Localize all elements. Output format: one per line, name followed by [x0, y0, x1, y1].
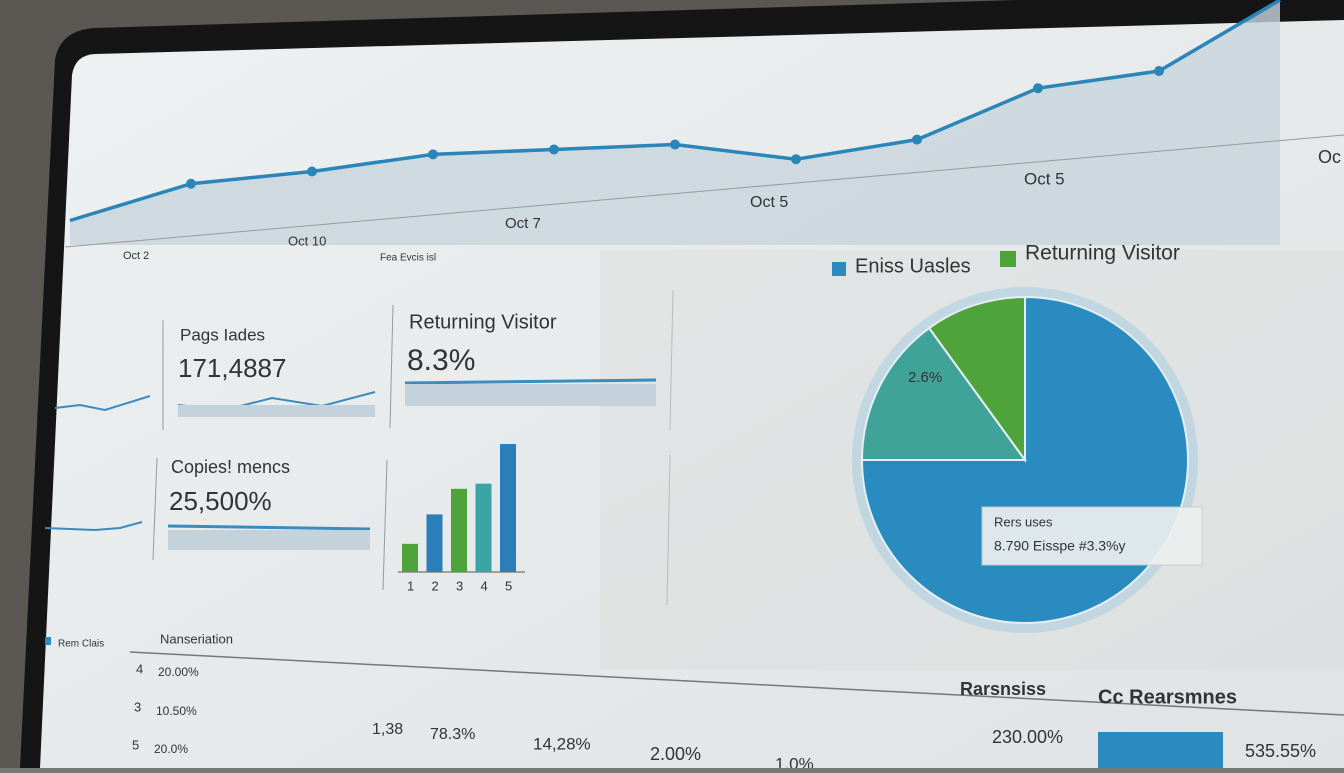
legend-label: Eniss Uasles [855, 255, 971, 277]
row-value: 20.00% [158, 665, 199, 679]
slice-label: 2.6% [908, 369, 942, 386]
card-value: 8.3% [407, 344, 475, 377]
bar-label: 1 [407, 578, 414, 593]
bar [475, 483, 492, 572]
bar [426, 514, 443, 572]
divider [389, 304, 394, 429]
card-label: Pags Iades [180, 325, 265, 344]
divider [382, 459, 388, 591]
x-label: Oct 5 [1024, 169, 1065, 188]
divider [152, 457, 158, 561]
progress-area [168, 530, 370, 550]
legend-swatch [832, 262, 846, 276]
cell: 78.3% [430, 726, 475, 743]
cell: 2.00% [650, 744, 701, 764]
bar-label: 2 [432, 578, 439, 593]
line-point [428, 149, 438, 160]
line-point [549, 144, 559, 155]
cell: 14,28% [533, 734, 591, 753]
row-index: 4 [136, 661, 143, 676]
table-bar [1098, 732, 1223, 768]
card-label: Returning Visitor [409, 311, 557, 333]
row-value: 20.0% [154, 742, 188, 756]
row-index: 5 [132, 737, 139, 752]
line-area [70, 0, 1280, 245]
x-label: Oc [1318, 147, 1341, 167]
table-header: Nanseriation [160, 631, 233, 646]
progress-area [405, 384, 656, 406]
x-label: Oct 5 [750, 194, 788, 211]
legend-swatch [45, 637, 51, 645]
progress-line [404, 378, 657, 385]
tooltip [981, 506, 1203, 566]
table-rule [129, 651, 1344, 716]
line-point [791, 154, 801, 165]
tooltip-title: Rers uses [994, 514, 1053, 529]
cell: 535.55% [1245, 741, 1316, 761]
line-point [1033, 83, 1043, 94]
cell: 1.0% [775, 754, 814, 768]
row-value: 10.50% [156, 704, 197, 718]
column-header: Rarsnsiss [960, 679, 1046, 699]
pie-slice [860, 326, 1027, 461]
sparkline [44, 521, 143, 532]
bar-chart: 1 2 3 4 5 [398, 444, 525, 593]
bar-label: 4 [481, 578, 488, 593]
cell: 230.00% [992, 727, 1063, 747]
card-value: 171,4887 [178, 353, 286, 383]
pie-slice [927, 295, 1026, 464]
divider [669, 289, 674, 431]
line-point [1154, 66, 1164, 77]
bar [402, 543, 418, 572]
card-value: 25,500% [169, 486, 272, 516]
sparkline [54, 395, 151, 412]
line-chart [64, 0, 1344, 248]
legend-swatch [1000, 251, 1016, 267]
table-legend: Rem Clais [58, 639, 104, 650]
bar-label: 5 [505, 578, 512, 593]
line-point [912, 134, 922, 145]
pie-chart: 2.6% Rers uses 8.790 Eisspe #3.3%y [852, 287, 1203, 633]
bar [500, 444, 516, 572]
card-label: Copies! mencs [171, 457, 290, 477]
bar [451, 488, 467, 572]
divider [666, 454, 671, 606]
line-point [307, 166, 317, 177]
row-index: 3 [134, 699, 141, 714]
column-header: Cc Rearsmnes [1098, 686, 1237, 708]
x-label: Oct 2 [123, 250, 149, 262]
axis [64, 134, 1344, 248]
line-point [670, 139, 680, 150]
legend-label: Returning Visitor [1025, 242, 1180, 265]
spark-area [178, 405, 375, 417]
line-point [186, 178, 196, 189]
progress-line [167, 524, 371, 531]
x-label: Oct 10 [288, 233, 326, 248]
cell: 1,38 [372, 721, 403, 738]
x-label: Oct 7 [505, 215, 541, 232]
bar-label: 3 [456, 578, 463, 593]
caption: Fea Evcis isl [380, 253, 436, 264]
tooltip-text: 8.790 Eisspe #3.3%y [994, 538, 1126, 554]
